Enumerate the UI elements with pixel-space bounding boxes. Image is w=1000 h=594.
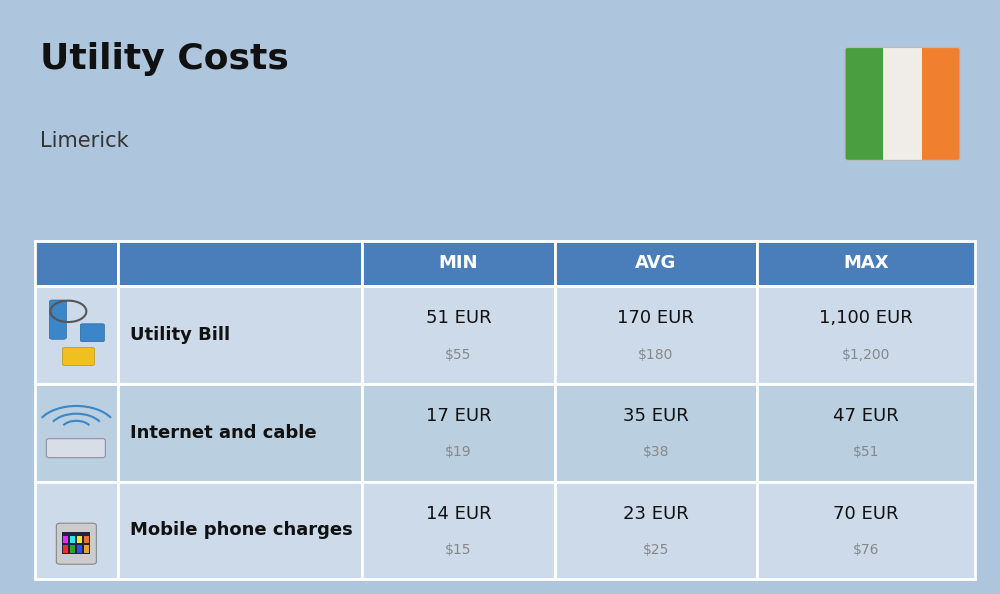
Text: $38: $38 — [643, 446, 669, 459]
Text: 14 EUR: 14 EUR — [426, 505, 491, 523]
Text: $51: $51 — [853, 446, 879, 459]
FancyBboxPatch shape — [362, 286, 555, 384]
FancyBboxPatch shape — [62, 347, 94, 365]
Text: Utility Bill: Utility Bill — [130, 326, 230, 344]
Text: $25: $25 — [643, 543, 669, 557]
FancyBboxPatch shape — [922, 48, 960, 160]
FancyBboxPatch shape — [49, 300, 66, 339]
FancyBboxPatch shape — [35, 241, 118, 286]
Text: 51 EUR: 51 EUR — [426, 309, 491, 327]
Text: Mobile phone charges: Mobile phone charges — [130, 522, 352, 539]
FancyBboxPatch shape — [46, 438, 105, 457]
Text: Internet and cable: Internet and cable — [130, 424, 316, 442]
Text: 170 EUR: 170 EUR — [617, 309, 694, 327]
FancyBboxPatch shape — [35, 384, 118, 482]
FancyBboxPatch shape — [80, 324, 104, 342]
FancyBboxPatch shape — [70, 545, 75, 553]
FancyBboxPatch shape — [845, 48, 883, 160]
Text: $19: $19 — [445, 446, 472, 459]
Text: MAX: MAX — [843, 254, 889, 273]
FancyBboxPatch shape — [118, 384, 362, 482]
Text: MIN: MIN — [439, 254, 478, 273]
Text: 17 EUR: 17 EUR — [426, 407, 491, 425]
Text: $15: $15 — [445, 543, 472, 557]
Text: 1,100 EUR: 1,100 EUR — [819, 309, 913, 327]
FancyBboxPatch shape — [757, 384, 975, 482]
FancyBboxPatch shape — [555, 241, 757, 286]
FancyBboxPatch shape — [757, 241, 975, 286]
Text: AVG: AVG — [635, 254, 677, 273]
FancyBboxPatch shape — [555, 286, 757, 384]
FancyBboxPatch shape — [77, 545, 82, 553]
Text: 70 EUR: 70 EUR — [833, 505, 899, 523]
Text: $180: $180 — [638, 347, 674, 362]
FancyBboxPatch shape — [883, 48, 922, 160]
FancyBboxPatch shape — [757, 286, 975, 384]
Text: 23 EUR: 23 EUR — [623, 505, 689, 523]
FancyBboxPatch shape — [70, 536, 75, 544]
FancyBboxPatch shape — [63, 536, 68, 544]
FancyBboxPatch shape — [555, 384, 757, 482]
FancyBboxPatch shape — [56, 523, 96, 564]
FancyBboxPatch shape — [362, 241, 555, 286]
FancyBboxPatch shape — [35, 482, 118, 579]
FancyBboxPatch shape — [84, 536, 89, 544]
FancyBboxPatch shape — [63, 545, 68, 553]
FancyBboxPatch shape — [118, 241, 362, 286]
FancyBboxPatch shape — [118, 286, 362, 384]
FancyBboxPatch shape — [118, 482, 362, 579]
Text: 35 EUR: 35 EUR — [623, 407, 689, 425]
Text: Utility Costs: Utility Costs — [40, 42, 289, 75]
Text: $1,200: $1,200 — [842, 347, 890, 362]
FancyBboxPatch shape — [555, 482, 757, 579]
FancyBboxPatch shape — [35, 286, 118, 384]
FancyBboxPatch shape — [362, 384, 555, 482]
FancyBboxPatch shape — [62, 532, 90, 554]
Text: 47 EUR: 47 EUR — [833, 407, 899, 425]
FancyBboxPatch shape — [84, 545, 89, 553]
Text: $76: $76 — [853, 543, 879, 557]
FancyBboxPatch shape — [362, 482, 555, 579]
Text: $55: $55 — [445, 347, 472, 362]
FancyBboxPatch shape — [757, 482, 975, 579]
Text: Limerick: Limerick — [40, 131, 129, 151]
FancyBboxPatch shape — [77, 536, 82, 544]
